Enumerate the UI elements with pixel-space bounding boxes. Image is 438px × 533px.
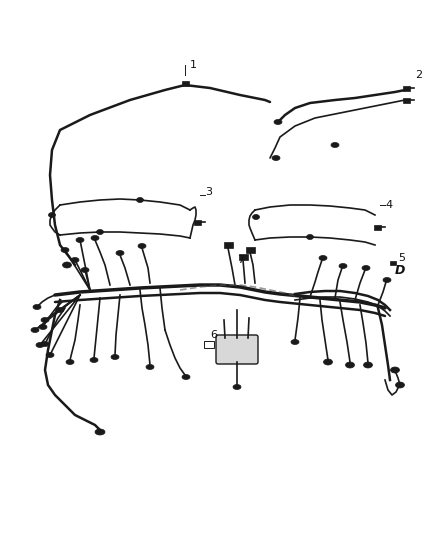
Ellipse shape: [41, 342, 49, 346]
Bar: [194, 220, 201, 224]
Ellipse shape: [362, 265, 370, 271]
Bar: [223, 242, 233, 248]
Text: D: D: [395, 263, 406, 277]
Ellipse shape: [331, 142, 339, 148]
Ellipse shape: [339, 263, 347, 269]
Ellipse shape: [39, 325, 47, 329]
Bar: [390, 261, 396, 265]
Ellipse shape: [319, 255, 327, 261]
Ellipse shape: [364, 362, 372, 368]
Ellipse shape: [61, 247, 69, 253]
Ellipse shape: [31, 327, 39, 333]
Ellipse shape: [56, 308, 64, 312]
Ellipse shape: [49, 213, 56, 217]
Bar: [246, 247, 254, 253]
Bar: [204, 341, 214, 348]
Ellipse shape: [391, 367, 399, 373]
Ellipse shape: [346, 362, 354, 368]
Text: 5: 5: [398, 253, 405, 263]
Ellipse shape: [233, 384, 241, 390]
Text: 2: 2: [415, 70, 422, 80]
Ellipse shape: [76, 238, 84, 243]
Text: 7: 7: [237, 255, 244, 265]
Ellipse shape: [96, 230, 103, 235]
Ellipse shape: [291, 340, 299, 344]
Ellipse shape: [396, 382, 405, 388]
Ellipse shape: [272, 156, 280, 160]
Text: 3: 3: [205, 187, 212, 197]
Ellipse shape: [95, 429, 105, 435]
Ellipse shape: [383, 278, 391, 282]
Ellipse shape: [137, 198, 144, 203]
Ellipse shape: [91, 236, 99, 240]
Text: 4: 4: [385, 200, 392, 210]
Ellipse shape: [111, 354, 119, 359]
Ellipse shape: [252, 214, 259, 220]
Ellipse shape: [71, 257, 79, 262]
Bar: [403, 85, 410, 91]
Bar: [374, 224, 381, 230]
Ellipse shape: [63, 262, 71, 268]
Ellipse shape: [307, 235, 314, 239]
Text: 6: 6: [210, 330, 217, 340]
Ellipse shape: [41, 318, 49, 322]
Ellipse shape: [81, 268, 89, 272]
Ellipse shape: [116, 251, 124, 255]
Ellipse shape: [46, 352, 54, 358]
Ellipse shape: [66, 359, 74, 365]
Text: 1: 1: [190, 60, 197, 70]
Ellipse shape: [138, 244, 146, 248]
Ellipse shape: [146, 365, 154, 369]
Bar: [239, 254, 247, 260]
FancyBboxPatch shape: [216, 335, 258, 364]
Ellipse shape: [90, 358, 98, 362]
Bar: [403, 98, 410, 102]
Bar: [181, 80, 188, 85]
Ellipse shape: [324, 359, 332, 365]
Ellipse shape: [36, 343, 44, 348]
Ellipse shape: [182, 375, 190, 379]
Ellipse shape: [274, 119, 282, 125]
Ellipse shape: [33, 304, 41, 310]
